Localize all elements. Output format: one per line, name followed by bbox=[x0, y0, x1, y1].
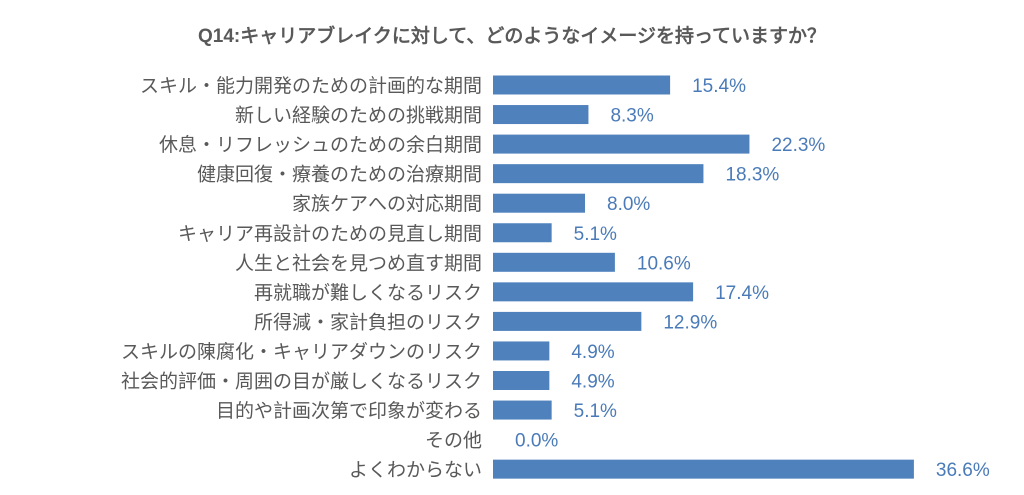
category-label: スキルの陳腐化・キャリアダウンのリスク bbox=[121, 341, 482, 363]
data-label: 22.3% bbox=[771, 135, 825, 156]
data-label: 12.9% bbox=[663, 312, 717, 333]
bar bbox=[493, 311, 642, 331]
category-label: 新しい経験のための挑戦期間 bbox=[235, 105, 482, 127]
bar bbox=[493, 223, 552, 243]
category-label: よくわからない bbox=[349, 460, 482, 481]
bar bbox=[493, 193, 585, 213]
bar bbox=[493, 134, 750, 154]
chart-title: Q14:キャリアブレイクに対して、どのようなイメージを持っていますか？ bbox=[198, 24, 826, 47]
category-label: 人生と社会を見つめ直す期間 bbox=[235, 252, 482, 274]
bar bbox=[493, 282, 694, 302]
bar bbox=[493, 252, 615, 272]
bar bbox=[493, 459, 914, 479]
data-label: 4.9% bbox=[571, 342, 614, 363]
data-label: 18.3% bbox=[725, 165, 779, 186]
data-label: 5.1% bbox=[574, 224, 617, 245]
bar bbox=[493, 400, 552, 420]
data-label: 15.4% bbox=[692, 76, 746, 97]
category-label: 休息・リフレッシュのための余白期間 bbox=[159, 134, 482, 156]
data-label: 4.9% bbox=[571, 372, 614, 393]
data-label: 17.4% bbox=[715, 283, 769, 304]
bar bbox=[493, 75, 671, 95]
bar bbox=[493, 341, 550, 361]
category-label: 家族ケアへの対応期間 bbox=[292, 193, 482, 215]
bar bbox=[493, 371, 550, 390]
data-label: 0.0% bbox=[515, 431, 558, 452]
category-label: その他 bbox=[425, 430, 482, 452]
data-label: 5.1% bbox=[574, 401, 617, 422]
category-label: スキル・能力開発のための計画的な期間 bbox=[140, 75, 482, 97]
bar bbox=[493, 164, 704, 184]
category-label: 再就職が難しくなるリスク bbox=[254, 282, 482, 304]
bar bbox=[493, 105, 589, 125]
category-label: 目的や計画次第で印象が変わる bbox=[216, 400, 482, 422]
category-label: 所得減・家計負担のリスク bbox=[254, 311, 482, 333]
data-label: 8.0% bbox=[607, 194, 650, 215]
category-label: 社会的評価・周囲の目が厳しくなるリスク bbox=[121, 371, 482, 393]
category-label: キャリア再設計のための見直し期間 bbox=[178, 223, 482, 245]
category-label: 健康回復・療養のための治療期間 bbox=[197, 164, 482, 186]
data-label: 10.6% bbox=[637, 253, 691, 274]
data-label: 8.3% bbox=[610, 106, 653, 127]
data-label: 36.6% bbox=[936, 460, 990, 481]
